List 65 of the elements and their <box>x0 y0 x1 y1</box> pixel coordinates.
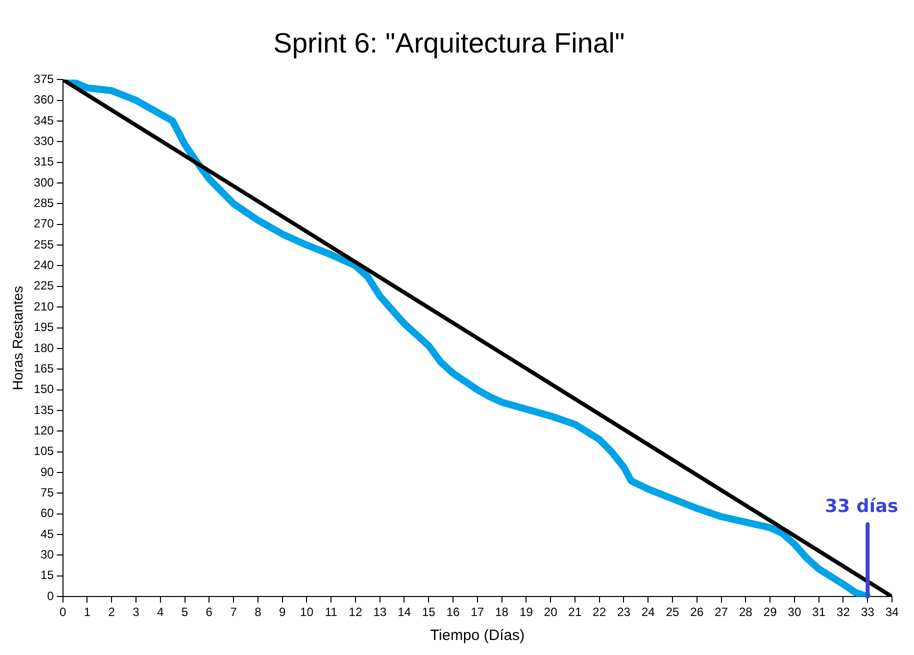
y-tick-label: 330 <box>34 134 54 148</box>
y-tick-label: 240 <box>34 258 54 272</box>
x-tick-label: 10 <box>300 605 314 620</box>
y-axis-title: Horas Restantes <box>9 286 26 390</box>
x-tick-label: 19 <box>520 605 534 620</box>
y-tick-label: 30 <box>40 548 54 562</box>
x-tick-label: 4 <box>157 605 164 620</box>
x-tick-label: 3 <box>132 605 140 620</box>
x-tick-label: 23 <box>617 605 631 620</box>
x-tick-label: 1 <box>84 605 91 620</box>
x-tick-label: 9 <box>278 605 286 620</box>
y-tick-label: 165 <box>34 361 54 376</box>
y-tick-label: 60 <box>40 506 54 520</box>
y-tick-label: 255 <box>34 237 54 252</box>
x-tick-label: 18 <box>495 605 509 620</box>
x-tick-label: 31 <box>812 605 826 620</box>
y-tick-label: 315 <box>34 154 54 169</box>
x-tick-label: 26 <box>690 605 704 620</box>
x-tick-label: 33 <box>860 605 875 620</box>
x-tick-label: 7 <box>230 605 238 620</box>
ref-line-label: 33 días <box>824 496 898 517</box>
x-tick-label: 8 <box>254 605 262 620</box>
y-tick-label: 300 <box>34 175 54 190</box>
x-tick-label: 34 <box>885 605 899 620</box>
x-tick-label: 16 <box>446 605 460 620</box>
x-tick-label: 6 <box>206 605 213 620</box>
chart-title: Sprint 6: "Arquitectura Final" <box>273 28 625 59</box>
y-tick-label: 120 <box>34 423 54 438</box>
x-tick-label: 29 <box>763 605 778 620</box>
x-tick-label: 11 <box>324 605 338 620</box>
x-tick-label: 14 <box>398 605 412 620</box>
x-tick-label: 25 <box>666 605 680 620</box>
x-tick-label: 15 <box>422 605 436 620</box>
x-tick-label: 21 <box>568 605 582 620</box>
y-tick-label: 150 <box>34 382 54 396</box>
x-tick-label: 13 <box>373 605 387 620</box>
y-tick-label: 270 <box>34 216 54 231</box>
x-tick-label: 5 <box>181 605 188 620</box>
x-tick-label: 20 <box>544 605 558 620</box>
y-tick-label: 75 <box>40 486 54 500</box>
x-tick-label: 22 <box>592 605 606 620</box>
x-tick-label: 0 <box>59 605 66 620</box>
x-tick-label: 12 <box>348 605 362 620</box>
y-tick-label: 45 <box>40 526 54 541</box>
x-axis-title: Tiempo (Días) <box>430 627 525 644</box>
y-tick-label: 15 <box>40 568 54 582</box>
y-tick-label: 360 <box>34 92 54 107</box>
x-tick-label: 30 <box>788 605 802 620</box>
y-tick-label: 225 <box>34 278 54 293</box>
x-tick-label: 32 <box>836 605 850 620</box>
x-tick-label: 27 <box>714 605 728 620</box>
y-tick-label: 285 <box>34 196 54 210</box>
y-tick-label: 90 <box>40 464 54 479</box>
y-tick-label: 0 <box>47 588 54 603</box>
x-tick-label: 28 <box>738 605 753 620</box>
y-tick-label: 135 <box>34 402 54 417</box>
y-tick-label: 375 <box>34 72 54 86</box>
y-tick-label: 210 <box>34 299 54 314</box>
x-tick-label: 24 <box>641 605 656 620</box>
x-tick-label: 2 <box>108 605 116 620</box>
y-tick-label: 180 <box>34 340 54 355</box>
x-tick-label: 17 <box>470 605 484 620</box>
y-tick-label: 345 <box>34 113 54 128</box>
y-tick-label: 105 <box>34 444 54 458</box>
y-tick-label: 195 <box>34 320 54 334</box>
